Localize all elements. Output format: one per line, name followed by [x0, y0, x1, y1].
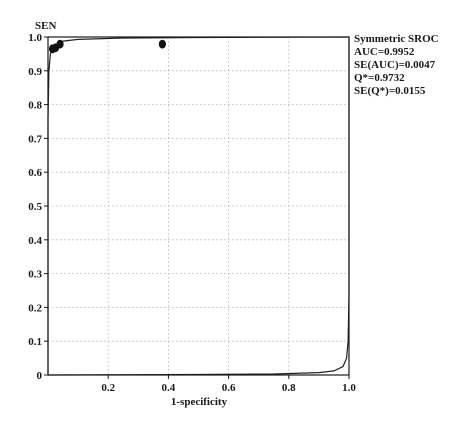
y-tick-label: 0.6 [28, 167, 42, 179]
study-points [48, 39, 166, 54]
y-tick-label: 0.7 [28, 133, 42, 145]
study-point [158, 39, 166, 49]
stats-panel: Symmetric SROC AUC=0.9952 SE(AUC)=0.0047… [354, 33, 439, 97]
y-tick-label: 0.3 [28, 269, 42, 281]
x-tick-label: 0.4 [162, 382, 176, 394]
y-tick-label: 0.5 [28, 201, 42, 213]
stats-auc: AUC=0.9952 [354, 46, 415, 58]
stats-se-auc: SE(AUC)=0.0047 [354, 59, 436, 71]
axes [44, 36, 350, 379]
study-point [56, 39, 64, 49]
x-tick-label: 0.8 [282, 382, 296, 394]
x-tick-label: 0.2 [101, 382, 115, 394]
y-tick-label: 0.9 [28, 66, 42, 78]
x-tick-label: 1.0 [342, 382, 356, 394]
y-axis-title: SEN [35, 20, 56, 32]
tick-labels: 0.2 0.4 0.6 0.8 1.0 0 0.1 0.2 0.3 0.4 0.5 0.6 0.7 0.8… [28, 32, 356, 394]
y-tick-label: 0.1 [28, 336, 42, 348]
stats-se-q-star: SE(Q*)=0.0155 [354, 85, 426, 97]
y-tick-label: 0.2 [28, 302, 42, 314]
x-axis-title: 1-specificity [171, 396, 228, 408]
y-tick-label: 0.8 [28, 100, 42, 112]
stats-q-star: Q*=0.9732 [354, 72, 405, 84]
x-tick-label: 0.6 [222, 382, 236, 394]
y-tick-label: 0.4 [28, 235, 42, 247]
y-tick-label: 0 [37, 370, 43, 382]
stats-title: Symmetric SROC [354, 33, 439, 45]
y-tick-label: 1.0 [28, 32, 42, 44]
grid-lines [48, 37, 349, 375]
